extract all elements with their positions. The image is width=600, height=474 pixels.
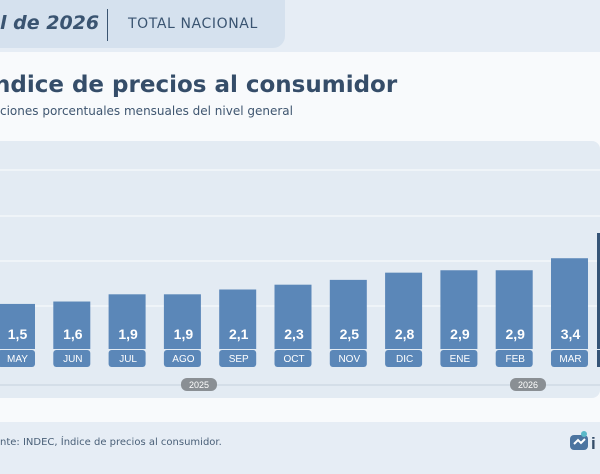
bar-value-label: 3,4 xyxy=(561,326,581,342)
header-scope: TOTAL NACIONAL xyxy=(128,16,258,32)
bar xyxy=(219,289,257,349)
month-label: JUN xyxy=(63,354,82,365)
month-pill xyxy=(495,350,533,367)
month-label: DIC xyxy=(396,354,413,365)
bar xyxy=(495,270,533,349)
year-pill xyxy=(181,378,217,391)
month-label: OCT xyxy=(283,354,304,365)
chart-title: ndice de precios al consumidor xyxy=(0,72,398,98)
bar xyxy=(108,294,146,349)
month-label: MAY xyxy=(7,354,28,365)
month-pill xyxy=(219,350,257,367)
month-pill xyxy=(274,350,312,367)
year-label: 2025 xyxy=(189,380,209,390)
month-label: NOV xyxy=(338,354,360,365)
month-label: AGO xyxy=(172,354,194,365)
month-pill xyxy=(53,350,91,367)
bar xyxy=(440,270,478,349)
bar-value-label: 1,9 xyxy=(174,326,194,342)
bar-value-label: 1,9 xyxy=(118,326,138,342)
bar xyxy=(274,284,312,349)
chart-subtitle: ciones porcentuales mensuales del nivel … xyxy=(0,104,293,118)
bar-value-label: 2,5 xyxy=(340,326,360,342)
month-pill xyxy=(0,350,35,367)
month-pill-partial xyxy=(597,350,600,367)
month-label: MAR xyxy=(559,354,581,365)
month-pill xyxy=(440,350,478,367)
year-pill xyxy=(510,378,546,391)
year-label: 2026 xyxy=(518,380,538,390)
source-note: nte: INDEC, Índice de precios al consumi… xyxy=(0,437,222,448)
month-pill xyxy=(329,350,367,367)
month-label: JUL xyxy=(119,354,137,365)
month-label: ENE xyxy=(450,354,471,365)
month-pill xyxy=(551,350,588,367)
bar-value-label: 1,6 xyxy=(63,326,83,342)
bar-value-label: 2,3 xyxy=(284,326,304,342)
bar-value-label: 2,9 xyxy=(450,326,470,342)
bar xyxy=(53,301,91,349)
month-label: SEP xyxy=(229,354,249,365)
month-pill xyxy=(163,350,201,367)
bar-value-label: 1,5 xyxy=(8,326,28,342)
bar xyxy=(163,294,201,349)
month-label: FEB xyxy=(505,354,525,365)
bar-value-label: 2,1 xyxy=(229,326,249,342)
header-date: l de 2026 xyxy=(0,12,100,34)
month-pill xyxy=(108,350,146,367)
bar xyxy=(385,272,423,349)
bar xyxy=(551,258,588,349)
month-pill xyxy=(385,350,423,367)
indec-logo-icon: i xyxy=(570,431,596,453)
bar-partial xyxy=(597,233,600,349)
bar-chart: 1,5 MAY 1,6 JUN 1,9 JUL 1,9 AGO 2,1 SEP 2,3 OCT 2,5 N… xyxy=(0,169,600,391)
header-pill xyxy=(0,0,285,48)
logo-text: i xyxy=(591,434,596,453)
plot-area: 1,5 MAY 1,6 JUN 1,9 JUL 1,9 AGO 2,1 SEP 2,3 OCT 2,5 N… xyxy=(0,141,600,398)
bar-value-label: 2,8 xyxy=(395,326,415,342)
header-divider xyxy=(107,9,108,41)
bar xyxy=(329,279,367,349)
bar xyxy=(0,303,35,349)
bar-value-label: 2,9 xyxy=(505,326,525,342)
